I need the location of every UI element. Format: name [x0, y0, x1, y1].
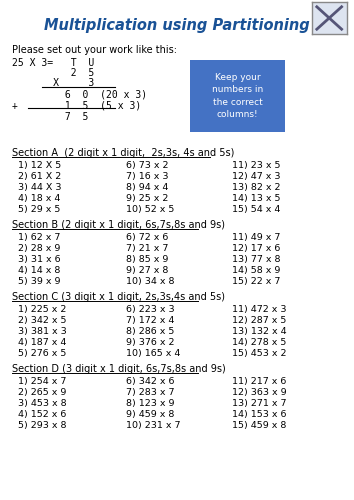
Text: 13) 132 x 4: 13) 132 x 4 — [232, 327, 286, 336]
Text: 7) 16 x 3: 7) 16 x 3 — [126, 172, 168, 181]
Text: 12) 363 x 9: 12) 363 x 9 — [232, 388, 286, 397]
Text: 5) 276 x 5: 5) 276 x 5 — [18, 349, 66, 358]
Text: 15) 453 x 2: 15) 453 x 2 — [232, 349, 286, 358]
Text: Keep your
numbers in
the correct
columns!: Keep your numbers in the correct columns… — [212, 72, 263, 119]
Text: 10) 52 x 5: 10) 52 x 5 — [126, 205, 174, 214]
Text: 6  0  (20 x 3): 6 0 (20 x 3) — [12, 90, 147, 100]
Text: 13) 77 x 8: 13) 77 x 8 — [232, 255, 280, 264]
Text: 14) 278 x 5: 14) 278 x 5 — [232, 338, 286, 347]
Text: 8) 85 x 9: 8) 85 x 9 — [126, 255, 168, 264]
Text: 1) 62 x 7: 1) 62 x 7 — [18, 233, 60, 242]
Text: 14) 153 x 6: 14) 153 x 6 — [232, 410, 286, 419]
Text: 10) 34 x 8: 10) 34 x 8 — [126, 277, 174, 286]
Text: 9) 27 x 8: 9) 27 x 8 — [126, 266, 168, 275]
Text: 12) 287 x 5: 12) 287 x 5 — [232, 316, 286, 325]
Text: 15) 459 x 8: 15) 459 x 8 — [232, 421, 286, 430]
Text: Section D (3 digit x 1 digit, 6s,7s,8s and 9s): Section D (3 digit x 1 digit, 6s,7s,8s a… — [12, 364, 226, 374]
Text: 10) 165 x 4: 10) 165 x 4 — [126, 349, 180, 358]
Text: 15) 54 x 4: 15) 54 x 4 — [232, 205, 280, 214]
Text: 11) 472 x 3: 11) 472 x 3 — [232, 305, 286, 314]
Text: 7  5: 7 5 — [12, 112, 88, 122]
Text: 5) 39 x 9: 5) 39 x 9 — [18, 277, 60, 286]
Text: 6) 73 x 2: 6) 73 x 2 — [126, 161, 168, 170]
Text: 2) 342 x 5: 2) 342 x 5 — [18, 316, 66, 325]
Text: 14) 58 x 9: 14) 58 x 9 — [232, 266, 280, 275]
Text: 7) 283 x 7: 7) 283 x 7 — [126, 388, 174, 397]
Text: 4) 187 x 4: 4) 187 x 4 — [18, 338, 66, 347]
Text: 1) 225 x 2: 1) 225 x 2 — [18, 305, 66, 314]
Text: 9) 376 x 2: 9) 376 x 2 — [126, 338, 174, 347]
Text: 6) 72 x 6: 6) 72 x 6 — [126, 233, 168, 242]
Text: 14) 13 x 5: 14) 13 x 5 — [232, 194, 280, 203]
Text: 9) 25 x 2: 9) 25 x 2 — [126, 194, 168, 203]
Text: 12) 17 x 6: 12) 17 x 6 — [232, 244, 280, 253]
Text: 8) 286 x 5: 8) 286 x 5 — [126, 327, 174, 336]
Text: Section A  (2 digit x 1 digit,  2s,3s, 4s and 5s): Section A (2 digit x 1 digit, 2s,3s, 4s … — [12, 148, 234, 158]
Text: 4) 14 x 8: 4) 14 x 8 — [18, 266, 60, 275]
Text: 10) 231 x 7: 10) 231 x 7 — [126, 421, 180, 430]
Text: +        1  5  (5 x 3): + 1 5 (5 x 3) — [12, 100, 141, 110]
Text: Please set out your work like this:: Please set out your work like this: — [12, 45, 177, 55]
Text: 6) 223 x 3: 6) 223 x 3 — [126, 305, 174, 314]
Text: 2) 28 x 9: 2) 28 x 9 — [18, 244, 60, 253]
Text: 7) 172 x 4: 7) 172 x 4 — [126, 316, 174, 325]
Text: 4) 152 x 6: 4) 152 x 6 — [18, 410, 66, 419]
Text: 5) 29 x 5: 5) 29 x 5 — [18, 205, 60, 214]
FancyBboxPatch shape — [190, 60, 285, 132]
Text: 2  5: 2 5 — [12, 68, 94, 78]
Text: 12) 47 x 3: 12) 47 x 3 — [232, 172, 280, 181]
Text: 8) 94 x 4: 8) 94 x 4 — [126, 183, 168, 192]
Text: 11) 23 x 5: 11) 23 x 5 — [232, 161, 280, 170]
Text: Multiplication using Partitioning: Multiplication using Partitioning — [44, 18, 310, 33]
Text: Section B (2 digit x 1 digit, 6s,7s,8s and 9s): Section B (2 digit x 1 digit, 6s,7s,8s a… — [12, 220, 225, 230]
Text: 3) 381 x 3: 3) 381 x 3 — [18, 327, 67, 336]
Text: 3) 44 X 3: 3) 44 X 3 — [18, 183, 61, 192]
Text: 7) 21 x 7: 7) 21 x 7 — [126, 244, 168, 253]
Text: X     3: X 3 — [12, 78, 94, 88]
Text: 6) 342 x 6: 6) 342 x 6 — [126, 377, 174, 386]
Text: 13) 271 x 7: 13) 271 x 7 — [232, 399, 286, 408]
Text: 1) 12 X 5: 1) 12 X 5 — [18, 161, 61, 170]
Text: 9) 459 x 8: 9) 459 x 8 — [126, 410, 174, 419]
Text: 13) 82 x 2: 13) 82 x 2 — [232, 183, 280, 192]
Text: 5) 293 x 8: 5) 293 x 8 — [18, 421, 66, 430]
Text: 4) 18 x 4: 4) 18 x 4 — [18, 194, 60, 203]
Text: 3) 453 x 8: 3) 453 x 8 — [18, 399, 66, 408]
Text: 2) 265 x 9: 2) 265 x 9 — [18, 388, 66, 397]
Text: 1) 254 x 7: 1) 254 x 7 — [18, 377, 66, 386]
Text: 3) 31 x 6: 3) 31 x 6 — [18, 255, 60, 264]
Text: 8) 123 x 9: 8) 123 x 9 — [126, 399, 174, 408]
Text: 11) 49 x 7: 11) 49 x 7 — [232, 233, 280, 242]
Text: 11) 217 x 6: 11) 217 x 6 — [232, 377, 286, 386]
Text: 15) 22 x 7: 15) 22 x 7 — [232, 277, 280, 286]
Text: Section C (3 digit x 1 digit, 2s,3s,4s and 5s): Section C (3 digit x 1 digit, 2s,3s,4s a… — [12, 292, 225, 302]
Text: 2) 61 X 2: 2) 61 X 2 — [18, 172, 61, 181]
Text: 25 X 3=   T  U: 25 X 3= T U — [12, 58, 94, 68]
